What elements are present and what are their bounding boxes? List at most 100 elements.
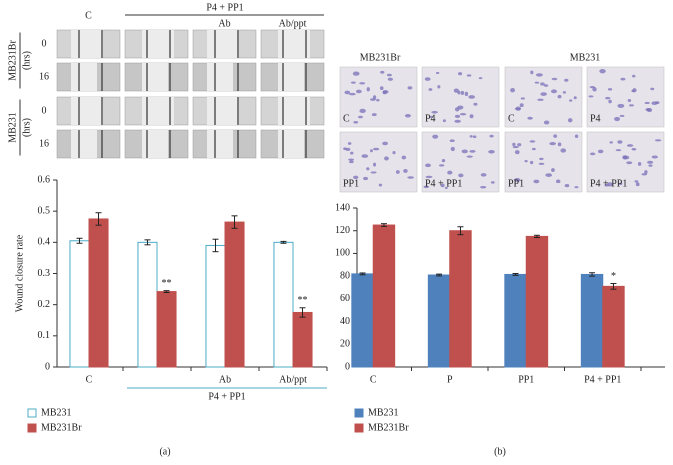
cell — [345, 147, 351, 151]
cell — [407, 86, 413, 90]
cell — [551, 77, 558, 81]
cell — [458, 173, 464, 178]
image-label: P4 — [425, 113, 436, 124]
cell — [353, 120, 359, 124]
cell — [480, 173, 487, 177]
cell — [626, 144, 634, 147]
cell — [615, 149, 622, 152]
cell — [450, 146, 455, 152]
cell — [637, 161, 642, 166]
error-bar — [299, 307, 306, 318]
row-group-unit: (hrs) — [21, 51, 32, 70]
cell — [352, 71, 360, 76]
cell — [545, 173, 553, 177]
cell — [489, 134, 494, 138]
legend-label: MB231 — [368, 407, 399, 418]
legend-swatch — [27, 408, 37, 418]
cell — [589, 86, 596, 89]
cell — [386, 73, 392, 77]
bar — [525, 235, 549, 368]
cell — [514, 150, 520, 155]
scratch-gap — [71, 30, 103, 58]
error-bar — [163, 290, 170, 294]
cell — [628, 104, 634, 107]
cell — [520, 97, 525, 100]
cell — [449, 139, 455, 142]
y-tick-label: 0.2 — [38, 299, 51, 310]
cell-image — [421, 66, 500, 128]
legend-label: MB231Br — [41, 422, 82, 433]
error-bar — [457, 226, 464, 236]
cell — [347, 142, 352, 145]
cell — [607, 88, 613, 91]
cell — [574, 134, 579, 139]
cell — [378, 183, 383, 187]
x-tick-label: C — [370, 374, 377, 385]
cell — [543, 84, 549, 87]
row-label: 0 — [42, 38, 47, 49]
legend-label: MB231Br — [368, 422, 409, 433]
cell — [431, 110, 438, 114]
cell — [459, 113, 467, 116]
bar — [427, 274, 451, 368]
image-label: C — [343, 113, 350, 124]
cell — [543, 120, 550, 125]
bar — [137, 241, 158, 368]
cell — [574, 186, 579, 189]
cell — [373, 162, 377, 167]
cell-image — [421, 131, 500, 193]
bar — [224, 221, 245, 368]
cell — [512, 145, 519, 149]
image-label: P4 + PP1 — [425, 178, 462, 189]
cell — [605, 96, 611, 100]
cell — [631, 148, 637, 151]
cell — [478, 77, 483, 80]
row-group-label: MB231Br — [7, 40, 18, 81]
x-tick-label: C — [86, 374, 93, 385]
cell — [646, 107, 653, 113]
y-tick-label: 0.4 — [38, 237, 51, 248]
cell — [514, 177, 521, 182]
cell — [472, 135, 477, 139]
column-label: Ab/ppt — [279, 18, 307, 29]
cell — [379, 86, 384, 91]
cell — [530, 70, 534, 75]
row-group-unit: (hrs) — [21, 118, 32, 137]
scratch-gap — [142, 63, 168, 91]
cell — [392, 151, 396, 155]
cell — [366, 167, 370, 171]
cell — [370, 171, 377, 174]
cell — [435, 71, 440, 74]
cell — [371, 113, 377, 117]
cell — [466, 74, 472, 77]
cell — [387, 77, 393, 81]
legend-label: MB231 — [41, 407, 72, 418]
category-group-label: P4 + PP1 — [208, 391, 245, 402]
cell — [519, 103, 524, 108]
cell — [635, 182, 640, 187]
cell — [560, 148, 567, 153]
x-tick-label: P — [447, 374, 453, 385]
column-label: MB231Br — [360, 52, 401, 63]
cell — [447, 170, 453, 175]
cell — [537, 98, 544, 101]
y-axis-label: Wound closure rate — [14, 234, 25, 312]
cell — [529, 140, 536, 143]
cell — [359, 82, 366, 85]
cell — [395, 170, 400, 174]
cell-image — [339, 66, 418, 128]
error-bar — [280, 240, 287, 244]
y-tick-label: 20 — [340, 339, 350, 350]
column-label: MB231 — [570, 52, 601, 63]
legend-swatch — [354, 423, 364, 433]
cell — [564, 184, 570, 188]
cell — [454, 114, 461, 118]
cell — [403, 169, 408, 173]
cell — [556, 179, 561, 184]
cell — [348, 92, 356, 96]
y-tick-label: 0.6 — [38, 174, 51, 185]
cell — [527, 116, 533, 120]
cell — [534, 81, 540, 84]
significance-label: * — [611, 271, 616, 282]
cell — [512, 142, 516, 147]
